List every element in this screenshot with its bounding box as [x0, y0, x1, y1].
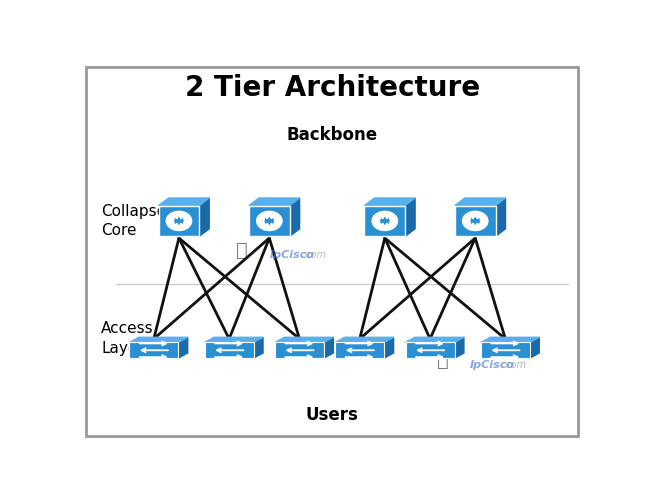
Text: 🔥: 🔥 — [236, 241, 248, 260]
FancyBboxPatch shape — [455, 206, 496, 236]
Polygon shape — [481, 337, 539, 342]
Polygon shape — [406, 337, 464, 342]
Polygon shape — [496, 198, 505, 236]
Polygon shape — [178, 337, 188, 358]
Polygon shape — [265, 217, 274, 224]
FancyBboxPatch shape — [159, 206, 200, 236]
Polygon shape — [454, 337, 464, 358]
Polygon shape — [205, 337, 263, 342]
FancyBboxPatch shape — [335, 342, 384, 358]
Polygon shape — [167, 211, 192, 231]
Text: IpCisco: IpCisco — [470, 361, 515, 370]
Polygon shape — [470, 217, 480, 224]
FancyBboxPatch shape — [205, 342, 253, 358]
Polygon shape — [257, 211, 282, 231]
Polygon shape — [335, 337, 393, 342]
Polygon shape — [174, 217, 183, 224]
Text: Users: Users — [306, 406, 358, 424]
Text: .com: .com — [302, 250, 326, 260]
Text: 2 Tier Architecture: 2 Tier Architecture — [185, 74, 480, 102]
FancyBboxPatch shape — [130, 342, 178, 358]
Text: Collapse
Core: Collapse Core — [101, 204, 167, 238]
Text: 🔥: 🔥 — [437, 351, 448, 370]
Polygon shape — [530, 337, 539, 358]
Polygon shape — [200, 198, 209, 236]
FancyBboxPatch shape — [364, 206, 405, 236]
Polygon shape — [324, 337, 333, 358]
Text: .com: .com — [503, 361, 527, 370]
FancyBboxPatch shape — [481, 342, 530, 358]
Text: Access
Layer: Access Layer — [101, 322, 154, 356]
FancyBboxPatch shape — [406, 342, 454, 358]
Polygon shape — [372, 211, 397, 231]
Polygon shape — [364, 198, 415, 206]
Polygon shape — [384, 337, 393, 358]
FancyBboxPatch shape — [249, 206, 290, 236]
Polygon shape — [405, 198, 415, 236]
Polygon shape — [380, 217, 389, 224]
Text: IpCisco: IpCisco — [270, 250, 314, 260]
Polygon shape — [275, 337, 333, 342]
Polygon shape — [159, 198, 209, 206]
Polygon shape — [249, 198, 299, 206]
Polygon shape — [463, 211, 488, 231]
Polygon shape — [130, 337, 188, 342]
FancyBboxPatch shape — [275, 342, 324, 358]
Polygon shape — [253, 337, 263, 358]
Polygon shape — [290, 198, 299, 236]
Text: Backbone: Backbone — [286, 126, 378, 144]
Polygon shape — [455, 198, 505, 206]
